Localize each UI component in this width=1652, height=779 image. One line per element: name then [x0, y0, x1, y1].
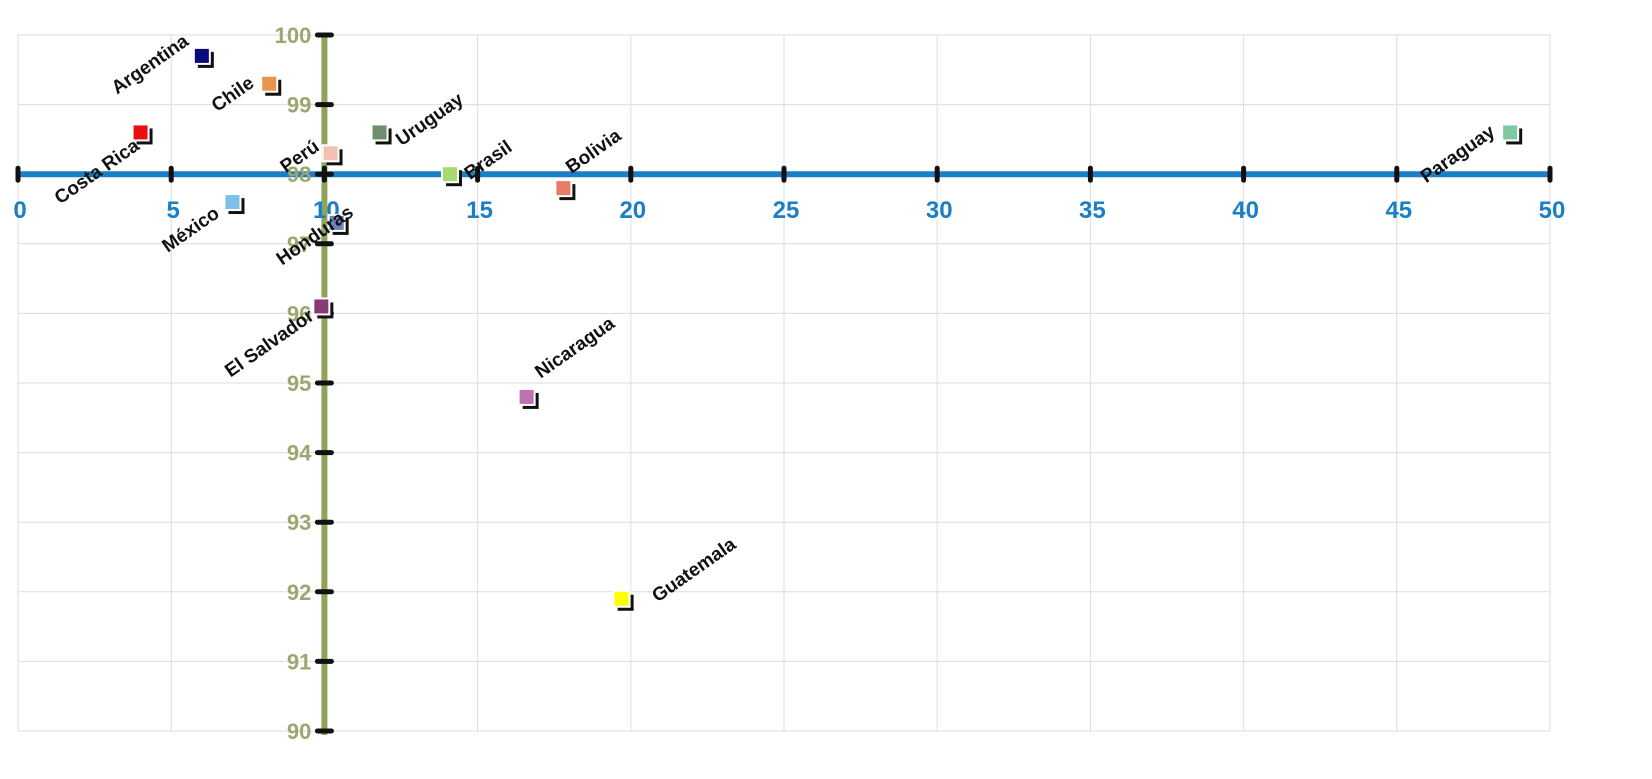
y-axis-ticks: 90 91 92 93 94 95 96 97 98 99 100 [275, 23, 334, 744]
y-tick-label: 95 [287, 371, 311, 396]
marker [321, 144, 340, 163]
y-tick-label: 92 [287, 580, 311, 605]
marker [131, 123, 150, 142]
point-honduras [327, 213, 349, 235]
point-uruguay [370, 123, 392, 145]
point-label-chile: Chile [208, 73, 258, 117]
point-label-bolivia: Bolivia [562, 125, 625, 178]
y-tick-label: 93 [287, 510, 311, 535]
x-axis-ticks: 0 5 10 15 20 25 30 35 40 45 50 [13, 165, 1566, 224]
point-bolivia [554, 179, 576, 201]
point-brasil [441, 165, 463, 187]
y-tick-label: 97 [287, 232, 311, 257]
point-costa-rica [131, 123, 153, 145]
point-chile [260, 74, 282, 96]
marker [612, 589, 631, 608]
point-label-paraguay: Paraguay [1417, 121, 1499, 188]
grid [17, 34, 1551, 732]
point-label-nicaragua: Nicaragua [531, 313, 619, 383]
marker [327, 213, 346, 232]
marker [517, 387, 536, 406]
marker [1501, 123, 1520, 142]
point-label-uruguay: Uruguay [392, 89, 468, 151]
y-tick-label: 94 [287, 441, 312, 466]
marker [554, 179, 573, 198]
data-points [131, 46, 1523, 611]
x-tick-label: 20 [619, 197, 646, 224]
marker [260, 74, 279, 93]
x-tick-label: 30 [926, 197, 953, 224]
point-peru [321, 144, 343, 166]
y-tick-label: 98 [287, 162, 311, 187]
marker [223, 193, 242, 212]
y-tick-label: 99 [287, 93, 311, 118]
point-nicaragua [517, 387, 539, 409]
y-tick-label: 90 [287, 719, 311, 744]
point-mexico [223, 193, 245, 215]
point-paraguay [1501, 123, 1523, 145]
marker [312, 297, 331, 316]
point-label-argentina: Argentina [108, 31, 193, 99]
x-tick-label: 45 [1385, 197, 1412, 224]
point-guatemala [612, 589, 634, 611]
x-tick-label: 0 [13, 197, 26, 224]
y-tick-label: 91 [287, 649, 311, 674]
y-tick-label: 100 [275, 23, 312, 48]
marker [370, 123, 389, 142]
marker [192, 46, 211, 65]
x-tick-label: 40 [1232, 197, 1259, 224]
x-tick-label: 5 [167, 197, 180, 224]
x-tick-label: 35 [1079, 197, 1106, 224]
y-tick-label: 96 [287, 301, 311, 326]
point-label-guatemala: Guatemala [648, 534, 740, 607]
marker [441, 165, 460, 184]
point-argentina [192, 46, 214, 68]
point-el-salvador [312, 297, 334, 319]
x-tick-label: 50 [1539, 197, 1566, 224]
x-tick-label: 25 [773, 197, 800, 224]
x-tick-label: 15 [466, 197, 493, 224]
